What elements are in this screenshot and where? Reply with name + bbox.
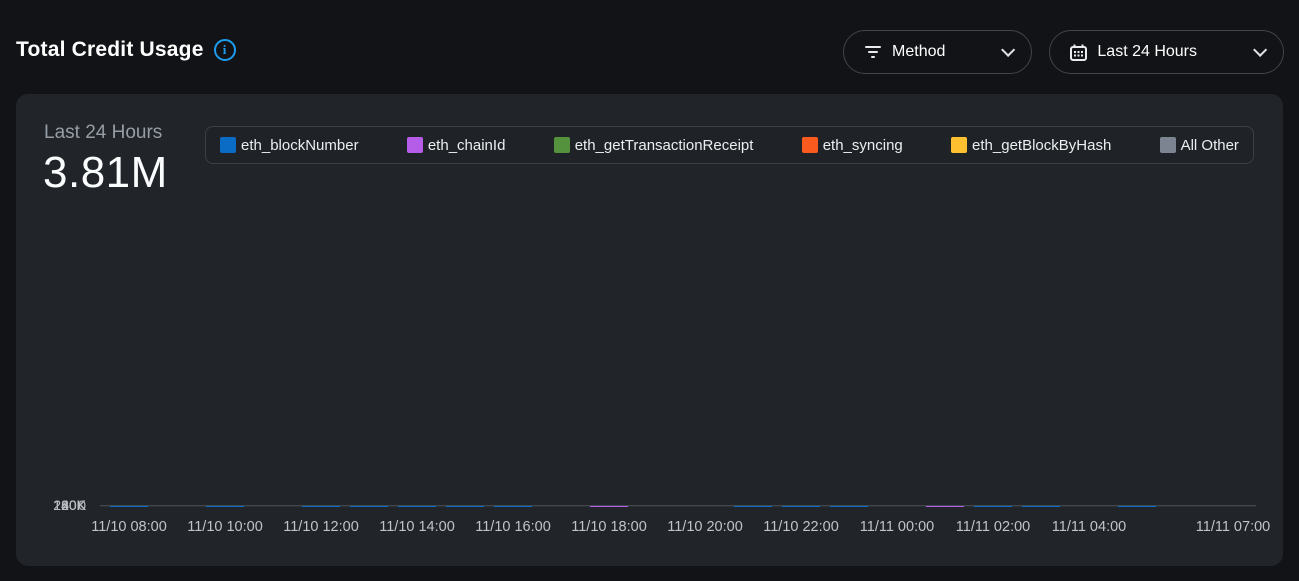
legend-label: eth_syncing xyxy=(822,136,903,154)
legend-label: eth_getBlockByHash xyxy=(972,136,1112,154)
legend-swatch xyxy=(406,137,423,153)
page-title: Total Credit Usage xyxy=(16,38,204,61)
legend-item[interactable]: eth_getTransactionReceipt xyxy=(553,136,754,154)
y-axis-tick-label: 0 xyxy=(78,497,86,513)
legend-item[interactable]: eth_blockNumber xyxy=(220,137,359,154)
calendar-icon xyxy=(1070,44,1088,61)
header-controls: Method Last 24 Hours xyxy=(843,30,1284,74)
legend-swatch xyxy=(1159,137,1176,153)
x-axis-tick-label: 11/11 00:00 xyxy=(859,519,935,535)
y-axis-tick-label: 240K xyxy=(53,496,86,513)
legend-label: All Other xyxy=(1180,136,1239,154)
y-axis-tick-label: 180K xyxy=(53,496,86,513)
legend-item[interactable]: All Other xyxy=(1159,136,1239,154)
credit-usage-chart: 0 60K 120K 180K 240K 11/10 08:00 11/10 10:00 11… xyxy=(16,245,1283,545)
card-period-label: Last 24 Hours xyxy=(44,122,163,143)
chart-legend: eth_blockNumber eth_chainId eth_getTransac… xyxy=(205,126,1254,164)
legend-swatch xyxy=(801,137,818,153)
x-axis-tick-label: 11/10 20:00 xyxy=(667,519,743,535)
legend-label: eth_chainId xyxy=(427,136,506,154)
y-axis-tick-label: 60K xyxy=(61,496,86,513)
total-usage-value: 3.81M xyxy=(43,148,168,197)
time-range-label: Last 24 Hours xyxy=(1097,43,1197,60)
legend-swatch xyxy=(220,137,236,153)
chevron-down-icon xyxy=(1253,42,1268,57)
header: Total Credit Usage i Method L xyxy=(0,0,1299,94)
time-range-dropdown[interactable]: Last 24 Hours xyxy=(1049,30,1284,74)
title-row: Total Credit Usage i xyxy=(16,38,236,62)
bars-container xyxy=(110,245,1252,506)
x-axis-tick-label: 11/10 14:00 xyxy=(379,519,455,535)
x-axis-tick-label: 11/10 16:00 xyxy=(475,519,551,535)
x-axis-tick-label: 11/10 08:00 xyxy=(91,519,167,535)
filter-icon xyxy=(864,46,882,58)
legend-label: eth_blockNumber xyxy=(241,136,359,154)
legend-item[interactable]: eth_chainId xyxy=(406,136,506,154)
legend-item[interactable]: eth_getBlockByHash xyxy=(951,137,1111,154)
method-filter-label: Method xyxy=(892,43,946,60)
x-axis-tick-label: 11/10 10:00 xyxy=(187,519,263,535)
plot-area xyxy=(100,245,1256,507)
x-axis-tick-label: 11/11 07:00 xyxy=(1195,519,1271,535)
x-axis-tick-label: 11/11 02:00 xyxy=(955,519,1031,535)
usage-card: Last 24 Hours 3.81M eth_blockNumber eth_c… xyxy=(16,94,1283,566)
chevron-down-icon xyxy=(1001,42,1016,57)
x-axis-tick-label: 11/11 04:00 xyxy=(1051,519,1127,535)
y-axis-tick-label: 120K xyxy=(53,496,86,513)
method-filter-dropdown[interactable]: Method xyxy=(843,30,1033,74)
legend-item[interactable]: eth_syncing xyxy=(801,136,903,154)
legend-swatch xyxy=(951,137,968,153)
gridline xyxy=(100,505,1256,507)
info-icon[interactable]: i xyxy=(213,39,236,61)
legend-label: eth_getTransactionReceipt xyxy=(574,136,754,154)
x-axis-tick-label: 11/10 12:00 xyxy=(283,519,359,535)
x-axis-tick-label: 11/10 22:00 xyxy=(763,519,839,535)
x-axis-tick-label: 11/10 18:00 xyxy=(571,519,647,535)
legend-swatch xyxy=(553,137,570,153)
